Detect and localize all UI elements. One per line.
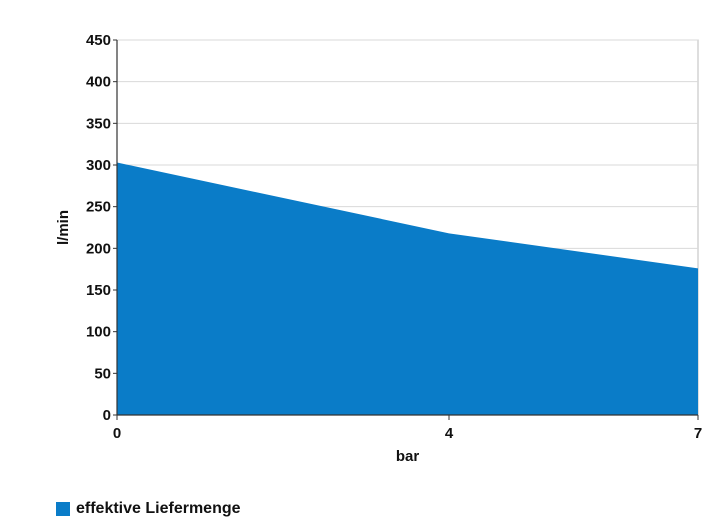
legend-swatch xyxy=(56,502,70,516)
y-tick-labels: 0 50 100 150 200 250 300 350 400 450 xyxy=(86,32,111,424)
y-tick-label: 300 xyxy=(86,157,111,174)
y-axis-title: l/min xyxy=(55,210,72,245)
y-tick-label: 250 xyxy=(86,199,111,216)
legend: effektive Liefermenge xyxy=(56,500,241,518)
y-tick-label: 50 xyxy=(94,365,111,382)
y-tick-label: 350 xyxy=(86,115,111,132)
x-tick-label: 0 xyxy=(113,425,121,442)
y-tick-label: 400 xyxy=(86,74,111,91)
y-tick-label: 200 xyxy=(86,240,111,257)
y-tick-label: 450 xyxy=(86,32,111,49)
x-axis-title: bar xyxy=(396,448,420,465)
area-series-effektive-liefermenge xyxy=(117,162,698,415)
y-tick-label: 0 xyxy=(103,407,111,424)
area-layer xyxy=(117,162,698,415)
x-tick-label: 4 xyxy=(445,425,454,442)
y-tick-label: 150 xyxy=(86,282,111,299)
x-tick-label: 7 xyxy=(694,425,702,442)
legend-label: effektive Liefermenge xyxy=(76,500,241,517)
axis-layer xyxy=(113,39,699,420)
y-tick-label: 100 xyxy=(86,324,111,341)
x-tick-labels: 0 4 7 xyxy=(113,425,702,442)
